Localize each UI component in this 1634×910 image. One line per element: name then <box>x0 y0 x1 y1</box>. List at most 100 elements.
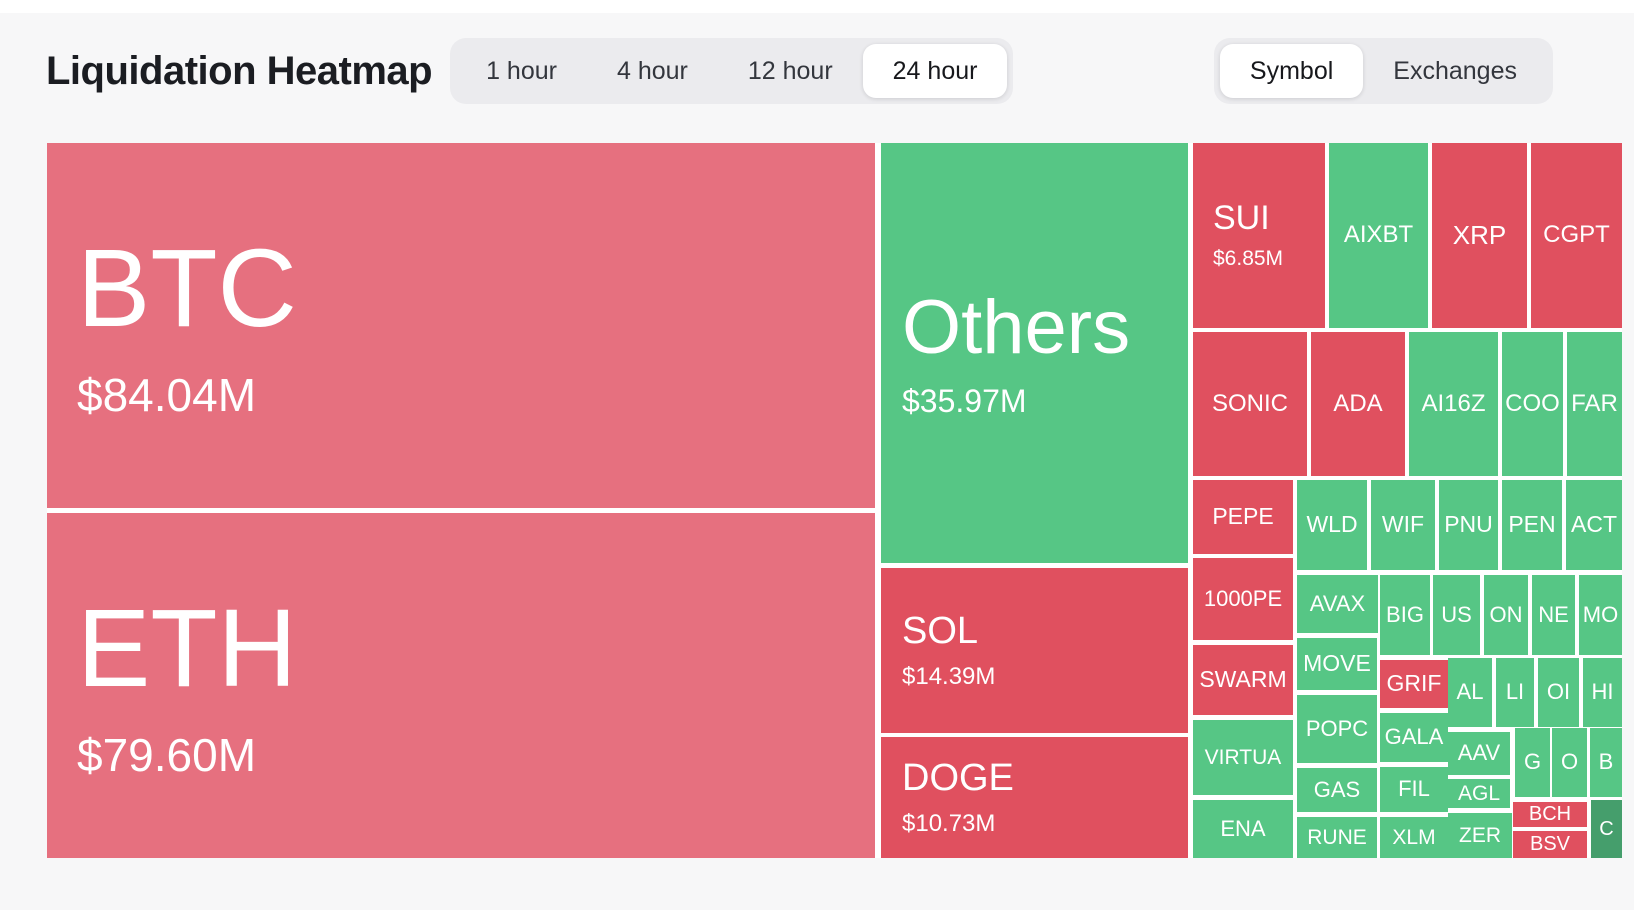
cell-symbol: AIXBT <box>1343 221 1414 249</box>
cell-symbol: PEPE <box>1212 503 1274 530</box>
treemap-cell-bch[interactable]: BCH <box>1513 802 1587 827</box>
time-tab-12-hour[interactable]: 12 hour <box>747 56 833 85</box>
treemap-cell-act[interactable]: ACT <box>1566 480 1622 570</box>
cell-symbol: BIG <box>1386 601 1424 627</box>
top-strip <box>0 0 1634 13</box>
treemap-cell-us[interactable]: US <box>1433 575 1480 655</box>
treemap-cell-others[interactable]: Others $35.97M <box>881 143 1188 563</box>
cell-symbol: AAV <box>1457 740 1501 766</box>
treemap-cell-pnu[interactable]: PNU <box>1439 480 1498 570</box>
treemap-cell-sonic[interactable]: SONIC <box>1193 332 1307 476</box>
treemap-cell-ada[interactable]: ADA <box>1311 332 1405 476</box>
cell-symbol: HI <box>1591 679 1614 705</box>
treemap-cell-hi[interactable]: HI <box>1583 658 1622 727</box>
treemap-cell-doge[interactable]: DOGE $10.73M <box>881 737 1188 858</box>
cell-symbol: 1000PE <box>1203 585 1283 611</box>
treemap-cell-pepe[interactable]: PEPE <box>1193 480 1293 554</box>
treemap-cell-popc[interactable]: POPC <box>1297 695 1377 763</box>
cell-symbol: COO <box>1505 389 1560 417</box>
cell-symbol: XRP <box>1452 219 1507 250</box>
treemap-cell-gala[interactable]: GALA <box>1380 713 1448 762</box>
cell-symbol: ETH <box>77 586 297 710</box>
treemap-cell-eth[interactable]: ETH $79.60M <box>47 513 875 858</box>
cell-symbol: POPC <box>1305 715 1369 741</box>
treemap-cell-zer[interactable]: ZER <box>1448 813 1512 858</box>
page-title: Liquidation Heatmap <box>46 48 433 93</box>
treemap-cell-gas[interactable]: GAS <box>1297 768 1377 812</box>
treemap-cell-sol[interactable]: SOL $14.39M <box>881 568 1188 733</box>
treemap-cell-aav[interactable]: AAV <box>1448 732 1510 775</box>
cell-symbol: ACT <box>1571 511 1617 538</box>
treemap-cell-on[interactable]: ON <box>1484 575 1528 655</box>
cell-symbol: GALA <box>1384 724 1444 750</box>
cell-symbol: ZER <box>1459 823 1501 847</box>
cell-value: $84.04M <box>77 369 257 422</box>
treemap-cell-oi[interactable]: OI <box>1538 658 1579 727</box>
cell-symbol: GRIF <box>1386 670 1442 697</box>
cell-value: $6.85M <box>1213 247 1284 271</box>
cell-symbol: US <box>1441 601 1472 627</box>
cell-symbol: BTC <box>77 226 297 350</box>
treemap-cell-virtua[interactable]: VIRTUA <box>1193 720 1293 795</box>
cell-value: $10.73M <box>902 810 996 838</box>
cell-symbol: G <box>1523 749 1542 775</box>
treemap-cell-c[interactable]: C <box>1591 800 1622 858</box>
treemap-cell-coo[interactable]: COO <box>1502 332 1563 476</box>
treemap-cell-o[interactable]: O <box>1552 728 1587 797</box>
treemap-cell-xlm[interactable]: XLM <box>1380 817 1448 858</box>
treemap-cell-agl[interactable]: AGL <box>1448 779 1510 808</box>
treemap-cell-btc[interactable]: BTC $84.04M <box>47 143 875 508</box>
treemap-cell-swarm[interactable]: SWARM <box>1193 645 1293 715</box>
cell-symbol: XLM <box>1392 825 1436 849</box>
treemap-cell-wif[interactable]: WIF <box>1371 480 1435 570</box>
treemap-cell-ena[interactable]: ENA <box>1193 800 1293 858</box>
time-range-tabs: 1 hour 4 hour 12 hour 24 hour <box>450 38 1014 104</box>
treemap-cell-sui[interactable]: SUI $6.85M <box>1193 143 1325 328</box>
view-mode-tabs: Symbol Exchanges <box>1213 38 1553 104</box>
cell-symbol: VIRTUA <box>1204 745 1282 769</box>
treemap-cell-avax[interactable]: AVAX <box>1297 575 1378 633</box>
time-tab-1-hour[interactable]: 1 hour <box>486 56 557 85</box>
treemap-cell-mo[interactable]: MO <box>1579 575 1622 655</box>
treemap-cell-grif[interactable]: GRIF <box>1380 660 1448 708</box>
treemap-cell-pen[interactable]: PEN <box>1502 480 1562 570</box>
treemap-cell-b[interactable]: B <box>1590 728 1622 797</box>
treemap-cell-ne[interactable]: NE <box>1532 575 1575 655</box>
treemap-cell-ai16z[interactable]: AI16Z <box>1409 332 1498 476</box>
treemap-cell-al[interactable]: AL <box>1448 658 1492 727</box>
treemap-cell-1000pe[interactable]: 1000PE <box>1193 558 1293 640</box>
cell-symbol: O <box>1560 749 1579 775</box>
treemap-cell-bsv[interactable]: BSV <box>1513 831 1587 858</box>
cell-symbol: SUI <box>1213 198 1270 237</box>
cell-symbol: SWARM <box>1199 666 1287 693</box>
cell-symbol: AI16Z <box>1421 389 1486 417</box>
cell-symbol: PEN <box>1508 511 1556 538</box>
cell-value: $14.39M <box>902 663 996 691</box>
treemap-cell-li[interactable]: LI <box>1496 658 1534 727</box>
treemap-cell-cgpt[interactable]: CGPT <box>1531 143 1622 328</box>
cell-symbol: SONIC <box>1211 389 1288 417</box>
time-tab-4-hour[interactable]: 4 hour <box>616 56 688 85</box>
treemap-cell-fil[interactable]: FIL <box>1380 767 1448 812</box>
cell-symbol: AL <box>1456 679 1484 705</box>
treemap-cell-big[interactable]: BIG <box>1380 575 1430 655</box>
cell-symbol: OI <box>1546 679 1571 705</box>
cell-value: $35.97M <box>902 382 1027 419</box>
cell-symbol: GAS <box>1313 776 1361 802</box>
cell-symbol: PNU <box>1444 511 1493 538</box>
treemap-cell-xrp[interactable]: XRP <box>1432 143 1527 328</box>
view-tab-symbol[interactable]: Symbol <box>1219 44 1364 98</box>
treemap-cell-g[interactable]: G <box>1515 728 1550 797</box>
treemap-cell-rune[interactable]: RUNE <box>1297 817 1377 858</box>
cell-symbol: ON <box>1489 601 1523 627</box>
treemap-cell-wld[interactable]: WLD <box>1297 480 1367 570</box>
cell-symbol: AGL <box>1457 781 1501 805</box>
view-tab-exchanges[interactable]: Exchanges <box>1393 56 1517 85</box>
treemap-cell-move[interactable]: MOVE <box>1297 638 1377 690</box>
cell-symbol: WLD <box>1306 511 1358 538</box>
treemap-cell-aixbt[interactable]: AIXBT <box>1329 143 1428 328</box>
treemap-cell-far[interactable]: FAR <box>1567 332 1622 476</box>
time-tab-24-hour[interactable]: 24 hour <box>862 44 1008 98</box>
cell-symbol: RUNE <box>1307 825 1367 849</box>
liquidation-treemap: BTC $84.04M ETH $79.60M Others $35.97M SOL $14.… <box>47 143 1622 858</box>
